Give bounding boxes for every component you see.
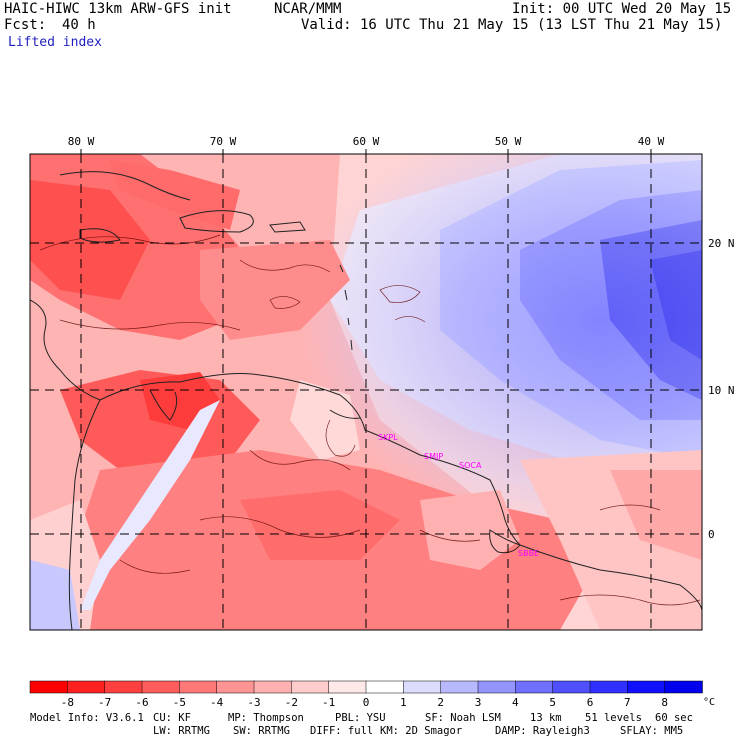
top-ticks (80, 149, 652, 154)
lon-label-80w: 80 W (68, 135, 95, 148)
colorbar-swatch (664, 680, 703, 694)
field-name: Lifted index (8, 35, 102, 50)
colorbar-swatch (141, 680, 181, 694)
colorbar-tick-label: 5 (549, 696, 556, 709)
lat-label-20n: 20 N (708, 237, 735, 250)
colorbar-swatch (291, 680, 330, 694)
fcst-label: Fcst: (4, 17, 47, 33)
colorbar-swatch (253, 680, 293, 694)
footer-model-info: Model Info: V3.6.1 (30, 712, 144, 724)
colorbar-swatch (216, 680, 255, 694)
lat-label-eq: 0 (708, 528, 715, 541)
colorbar-tick-label: 3 (475, 696, 482, 709)
footer-resolution: 13 km (530, 712, 562, 724)
colorbar-tick-label: 1 (400, 696, 407, 709)
colorbar-swatch (477, 680, 517, 694)
org-label: NCAR/MMM (274, 1, 342, 17)
colorbar-swatch (104, 680, 143, 694)
lat-label-10n: 10 N (708, 384, 735, 397)
colorbar-swatch (67, 680, 106, 694)
colorbar-ticks: -8 -7 -6 -5 -4 -3 -2 -1 0 1 2 3 4 5 6 7 8 (61, 696, 668, 709)
colorbar-swatch (403, 680, 442, 694)
footer-mp: MP: Thompson (228, 712, 304, 724)
colorbar-tick-label: -6 (135, 696, 148, 709)
station-label-sbbe: SBBE (518, 549, 539, 558)
station-label-skpl: SKPL (378, 433, 398, 442)
model-title: HAIC-HIWC 13km ARW-GFS init (4, 1, 232, 17)
footer-sflay: SFLAY: MM5 (620, 725, 684, 737)
footer-km: KM: 2D Smagor (380, 725, 463, 737)
colorbar (29, 680, 703, 694)
colorbar-swatch (552, 680, 591, 694)
colorbar-swatch (29, 680, 69, 694)
colorbar-unit: °C (703, 697, 715, 708)
footer-timestep: 60 sec (655, 712, 693, 724)
station-label-smjp: SMJP (424, 452, 443, 461)
colorbar-tick-label: -7 (98, 696, 111, 709)
footer-cu: CU: KF (153, 712, 191, 724)
lon-label-50w: 50 W (495, 135, 522, 148)
footer-damp: DAMP: Rayleigh3 (495, 725, 590, 737)
colorbar-tick-label: 4 (512, 696, 519, 709)
footer-sw: SW: RRTMG (233, 725, 290, 737)
colorbar-swatch (515, 680, 554, 694)
contour-lines (39, 234, 701, 606)
station-label-soca: SOCA (459, 461, 482, 470)
colorbar-swatch (365, 680, 405, 694)
colorbar-swatch (328, 680, 367, 694)
colorbar-swatch (179, 680, 218, 694)
colorbar-tick-label: 2 (437, 696, 444, 709)
coastlines (30, 171, 702, 630)
colorbar-swatch (440, 680, 479, 694)
lon-label-60w: 60 W (353, 135, 380, 148)
colorbar-tick-label: -3 (247, 696, 260, 709)
colorbar-tick-label: -4 (210, 696, 224, 709)
footer-lw: LW: RRTMG (153, 725, 210, 737)
colorbar-tick-label: -2 (285, 696, 298, 709)
colorbar-swatch (589, 680, 629, 694)
lon-label-70w: 70 W (210, 135, 237, 148)
colorbar-tick-label: -5 (173, 696, 186, 709)
colorbar-tick-label: -1 (322, 696, 335, 709)
colorbar-swatch (627, 680, 666, 694)
footer-pbl: PBL: YSU (335, 712, 386, 724)
footer-levels: 51 levels (585, 712, 642, 724)
footer-sf: SF: Noah LSM (425, 712, 501, 724)
lon-label-40w: 40 W (638, 135, 665, 148)
colorbar-tick-label: -8 (61, 696, 74, 709)
lat-lon-grid (30, 154, 702, 630)
init-line: Init: 00 UTC Wed 20 May 15 (512, 1, 732, 17)
footer-diff: DIFF: full (310, 725, 374, 737)
colorbar-tick-label: 0 (363, 696, 370, 709)
valid-line: Valid: 16 UTC Thu 21 May 15 (13 LST Thu … (301, 17, 723, 33)
map-field (30, 154, 702, 630)
colorbar-tick-label: 8 (661, 696, 668, 709)
fcst-value: 40 h (62, 17, 96, 33)
colorbar-tick-label: 7 (624, 696, 631, 709)
colorbar-tick-label: 6 (587, 696, 594, 709)
